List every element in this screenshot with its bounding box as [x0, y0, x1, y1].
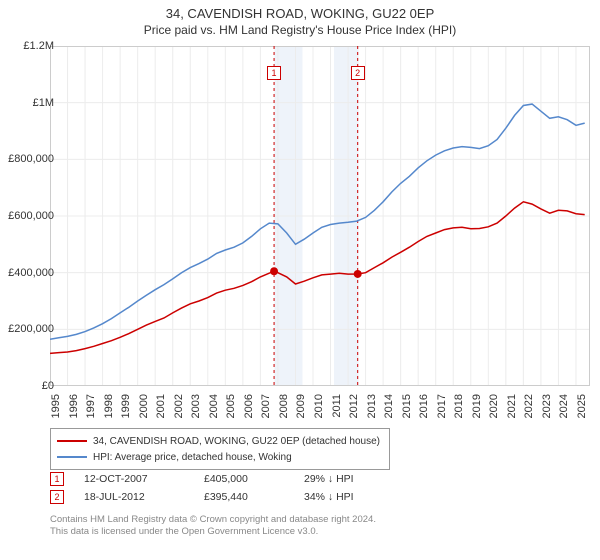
- x-tick-label: 2024: [558, 394, 570, 434]
- footnote-line: This data is licensed under the Open Gov…: [50, 526, 580, 538]
- y-tick-label: £400,000: [8, 267, 54, 279]
- y-tick-label: £1.2M: [8, 40, 54, 52]
- y-tick-label: £600,000: [8, 210, 54, 222]
- footnote-line: Contains HM Land Registry data © Crown c…: [50, 514, 580, 526]
- marker-diff: 29% ↓ HPI: [304, 473, 424, 485]
- legend: 34, CAVENDISH ROAD, WOKING, GU22 0EP (de…: [50, 428, 390, 470]
- marker-date: 12-OCT-2007: [84, 473, 204, 485]
- legend-item: HPI: Average price, detached house, Woki…: [57, 449, 383, 465]
- marker-date: 18-JUL-2012: [84, 491, 204, 503]
- x-tick-label: 2019: [471, 394, 483, 434]
- x-tick-label: 2023: [541, 394, 553, 434]
- chart-svg: [50, 46, 590, 386]
- chart-marker-label: 1: [267, 66, 281, 80]
- chart-subtitle: Price paid vs. HM Land Registry's House …: [0, 23, 600, 37]
- marker-row: 2 18-JUL-2012 £395,440 34% ↓ HPI: [50, 488, 540, 506]
- marker-table: 1 12-OCT-2007 £405,000 29% ↓ HPI 2 18-JU…: [50, 470, 540, 506]
- chart-marker-label: 2: [351, 66, 365, 80]
- legend-label: HPI: Average price, detached house, Woki…: [93, 452, 292, 463]
- legend-swatch: [57, 440, 87, 442]
- x-tick-label: 2025: [576, 394, 588, 434]
- x-tick-label: 2017: [436, 394, 448, 434]
- marker-price: £405,000: [204, 473, 304, 485]
- x-tick-label: 2021: [506, 394, 518, 434]
- legend-item: 34, CAVENDISH ROAD, WOKING, GU22 0EP (de…: [57, 433, 383, 449]
- marker-row: 1 12-OCT-2007 £405,000 29% ↓ HPI: [50, 470, 540, 488]
- chart-title: 34, CAVENDISH ROAD, WOKING, GU22 0EP: [0, 6, 600, 21]
- marker-number-box: 2: [50, 490, 64, 504]
- chart-plot-area: [50, 46, 590, 386]
- legend-swatch: [57, 456, 87, 458]
- y-tick-label: £800,000: [8, 153, 54, 165]
- footnote: Contains HM Land Registry data © Crown c…: [50, 514, 580, 539]
- title-block: 34, CAVENDISH ROAD, WOKING, GU22 0EP Pri…: [0, 0, 600, 41]
- x-tick-label: 2020: [488, 394, 500, 434]
- chart-container: 34, CAVENDISH ROAD, WOKING, GU22 0EP Pri…: [0, 0, 600, 560]
- x-tick-label: 2015: [401, 394, 413, 434]
- marker-price: £395,440: [204, 491, 304, 503]
- marker-number-box: 1: [50, 472, 64, 486]
- legend-label: 34, CAVENDISH ROAD, WOKING, GU22 0EP (de…: [93, 436, 380, 447]
- x-tick-label: 2018: [453, 394, 465, 434]
- y-tick-label: £200,000: [8, 323, 54, 335]
- y-tick-label: £0: [8, 380, 54, 392]
- x-tick-label: 2016: [418, 394, 430, 434]
- y-tick-label: £1M: [8, 97, 54, 109]
- marker-diff: 34% ↓ HPI: [304, 491, 424, 503]
- x-tick-label: 2022: [523, 394, 535, 434]
